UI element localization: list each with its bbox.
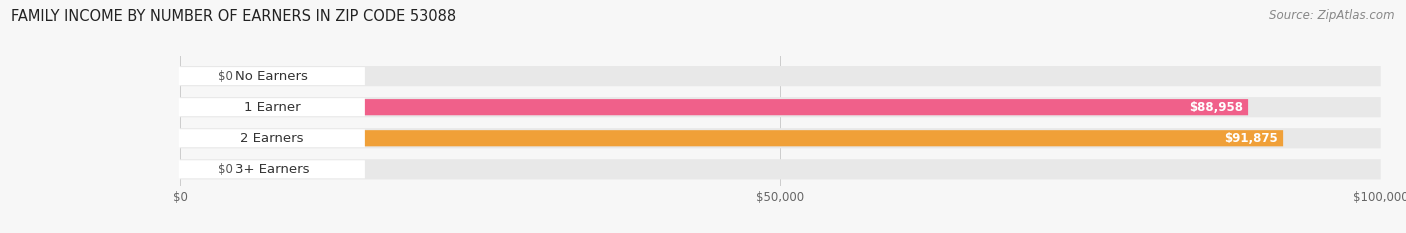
FancyBboxPatch shape <box>179 67 366 85</box>
FancyBboxPatch shape <box>180 97 1381 117</box>
FancyBboxPatch shape <box>179 98 366 116</box>
Text: Source: ZipAtlas.com: Source: ZipAtlas.com <box>1270 9 1395 22</box>
Text: No Earners: No Earners <box>235 70 308 83</box>
Text: 1 Earner: 1 Earner <box>243 101 299 114</box>
Text: $88,958: $88,958 <box>1189 101 1243 114</box>
FancyBboxPatch shape <box>180 68 207 84</box>
FancyBboxPatch shape <box>180 161 207 177</box>
FancyBboxPatch shape <box>179 129 366 147</box>
Text: FAMILY INCOME BY NUMBER OF EARNERS IN ZIP CODE 53088: FAMILY INCOME BY NUMBER OF EARNERS IN ZI… <box>11 9 457 24</box>
FancyBboxPatch shape <box>179 160 366 178</box>
Text: $0: $0 <box>218 70 233 83</box>
FancyBboxPatch shape <box>180 130 1284 146</box>
FancyBboxPatch shape <box>180 66 1381 86</box>
Text: $0: $0 <box>218 163 233 176</box>
FancyBboxPatch shape <box>180 128 1381 148</box>
Text: 2 Earners: 2 Earners <box>240 132 304 145</box>
Text: $91,875: $91,875 <box>1225 132 1278 145</box>
FancyBboxPatch shape <box>180 159 1381 179</box>
FancyBboxPatch shape <box>180 99 1249 115</box>
Text: 3+ Earners: 3+ Earners <box>235 163 309 176</box>
